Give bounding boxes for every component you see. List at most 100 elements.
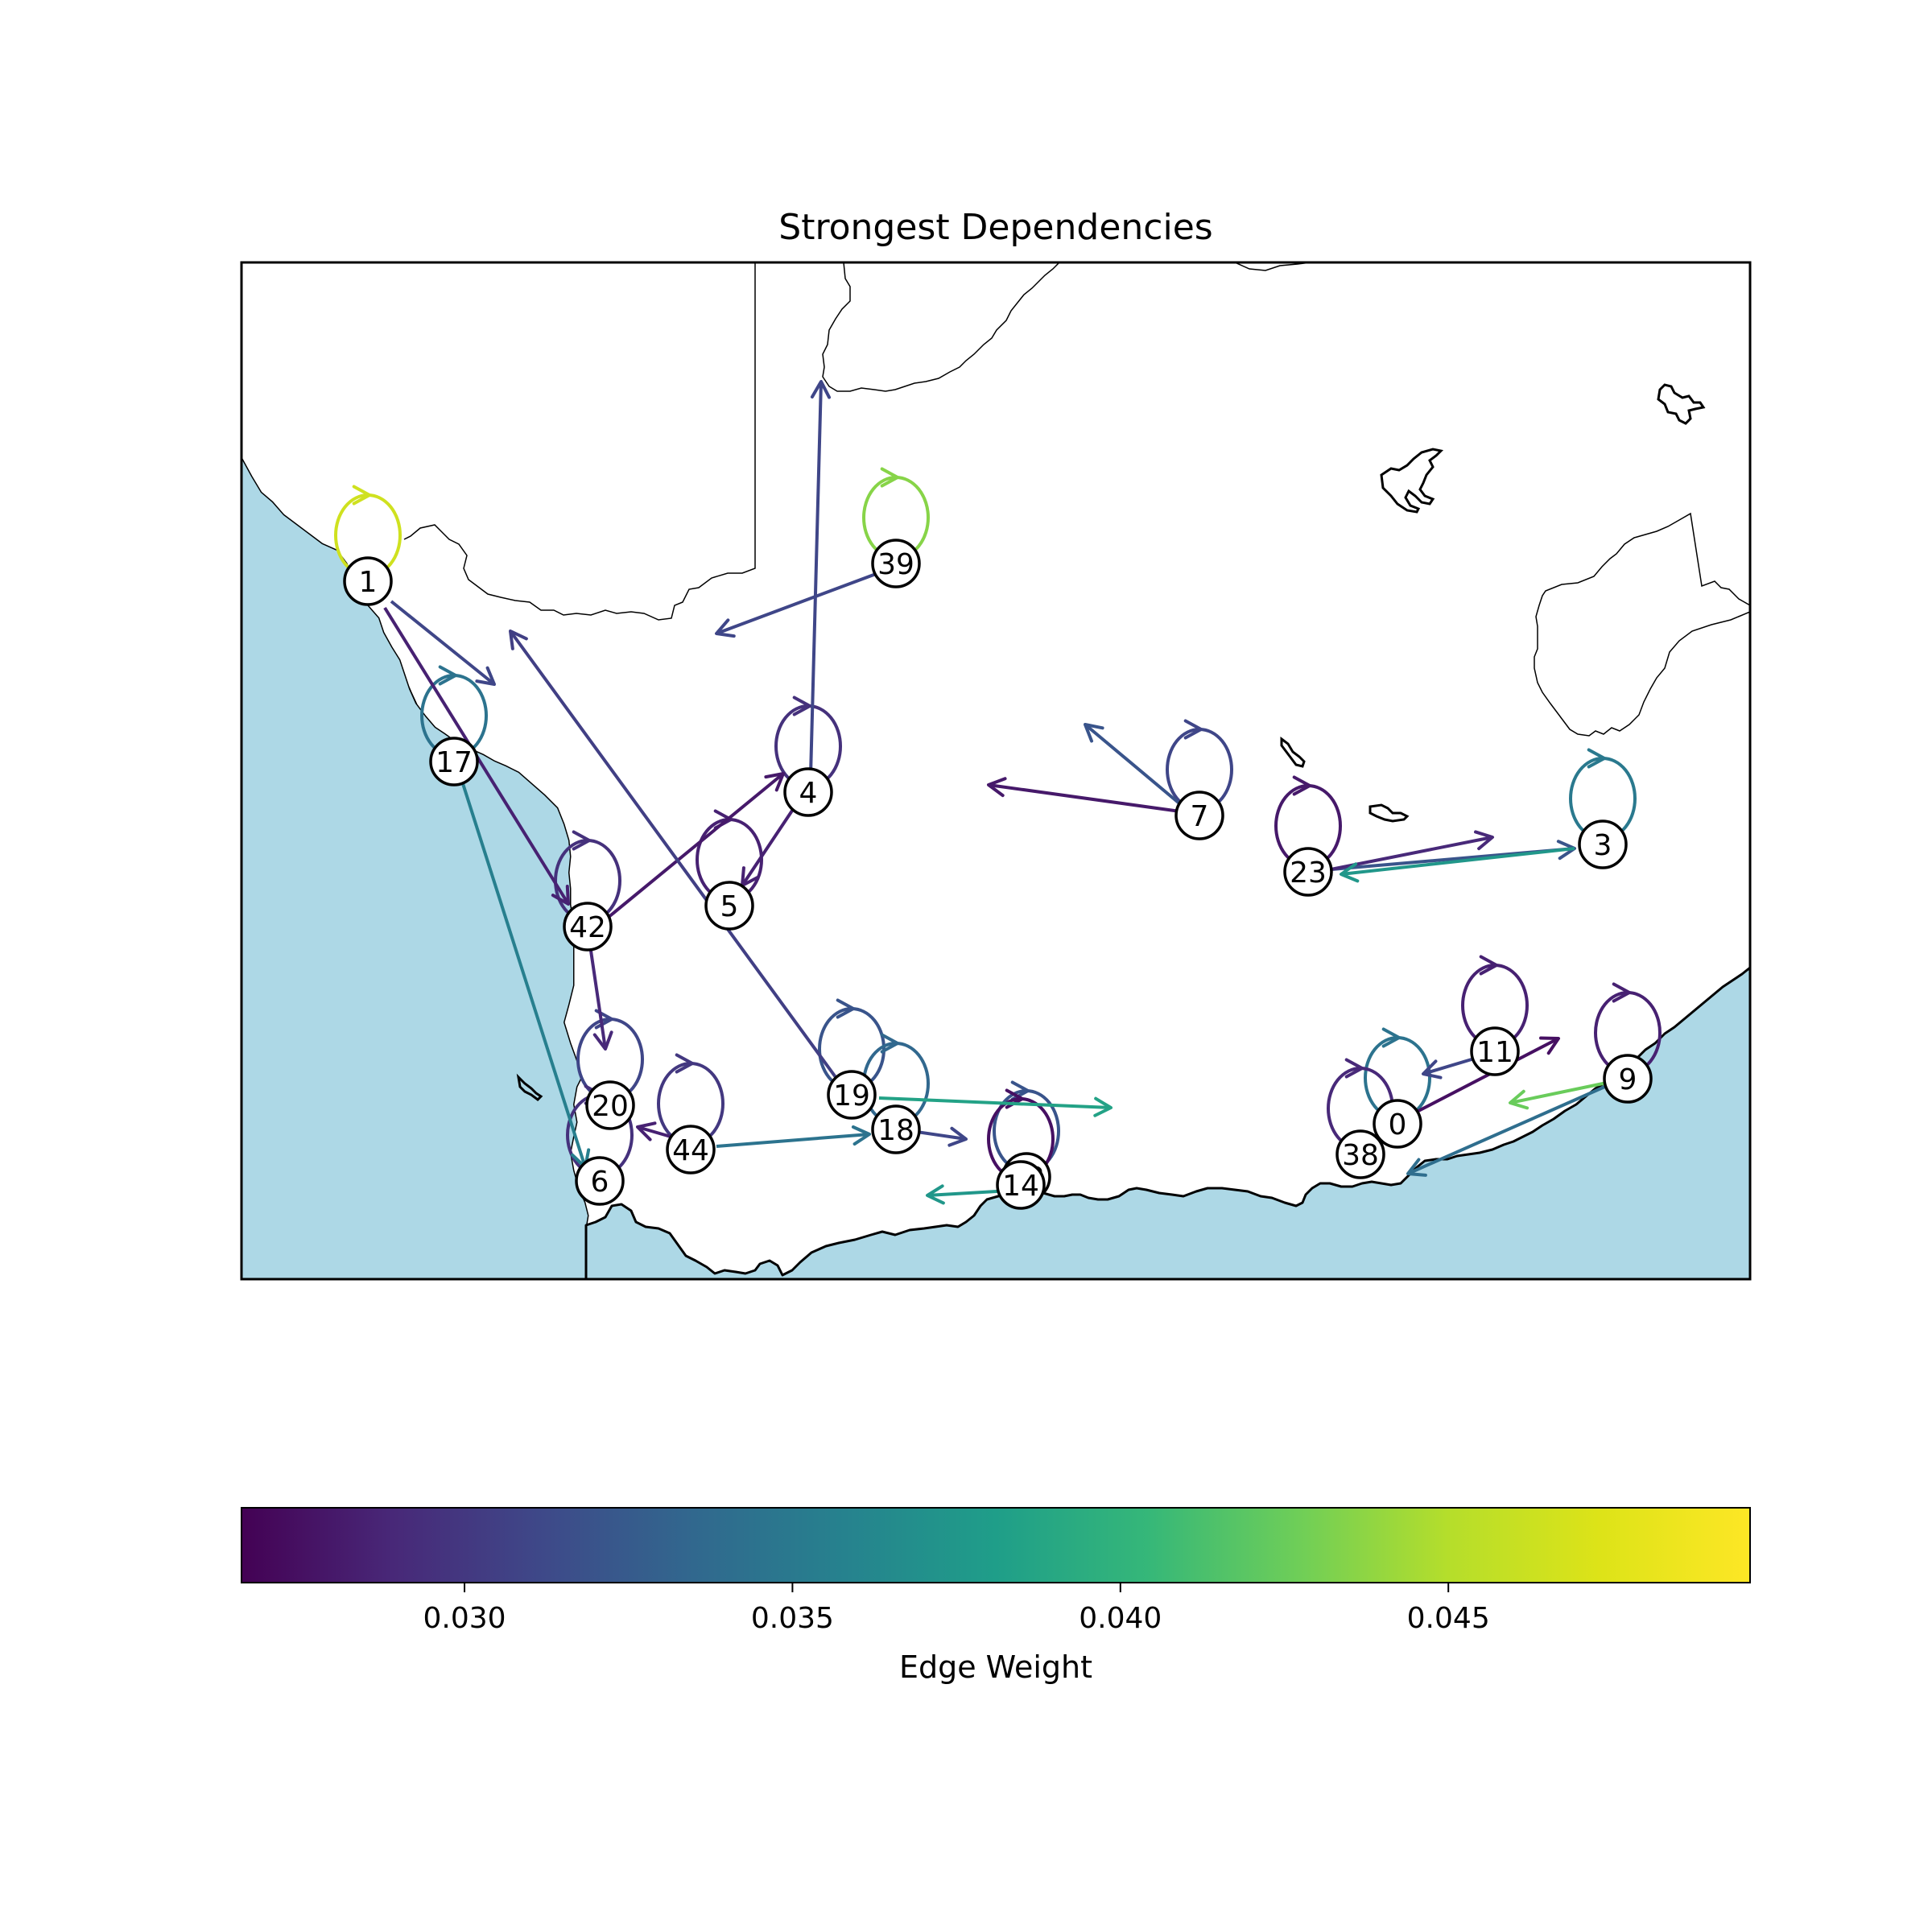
node-6[interactable]: 6 [575,1156,625,1206]
edge-14 [927,1189,1011,1197]
lake-3 [1280,737,1306,768]
node-5[interactable]: 5 [704,881,754,931]
edge-7 [1084,723,1181,805]
node-label: 20 [592,1090,629,1123]
edge-19 [878,1096,1112,1109]
colorbar-gradient [241,1507,1751,1583]
edge-arrowhead [592,1030,613,1051]
node-42[interactable]: 42 [563,902,613,952]
edge-arrowhead [926,1184,945,1205]
edge-arrowhead [636,1121,657,1141]
edge-arrowhead [438,665,457,686]
node-17[interactable]: 17 [429,737,479,786]
edge-19 [509,630,837,1079]
node-label: 11 [1476,1036,1513,1069]
node-circle [1578,819,1628,869]
node-label: 6 [591,1166,609,1199]
colorbar-tick-label: 0.045 [1407,1602,1490,1635]
node-label: 18 [877,1114,914,1147]
node-19[interactable]: 19 [827,1070,877,1120]
node-circle [1470,1026,1520,1076]
edge-1 [390,600,496,686]
colorbar: 0.030 0.035 0.040 0.045 Edge Weight [241,1507,1751,1685]
node-label: 9 [1619,1063,1637,1096]
edge-39-42 [606,772,785,919]
node-label: 1 [359,566,378,599]
node-circle [1373,1099,1422,1149]
node-3[interactable]: 3 [1578,819,1628,869]
node-39[interactable]: 39 [871,539,921,588]
edge-arrowhead [764,772,785,792]
node-20[interactable]: 20 [585,1080,635,1130]
edge-39 [716,572,877,635]
node-circle [871,1104,921,1154]
lake-2 [1657,383,1706,425]
edge-arrowhead [1509,1089,1530,1110]
node-label: 3 [1594,829,1612,862]
edge-arrowhead [880,467,899,488]
edge-arrowhead [880,1033,899,1054]
node-4[interactable]: 4 [783,767,833,817]
node-label: 7 [1191,800,1209,833]
node-0[interactable]: 0 [1373,1099,1422,1149]
lake-5 [516,1073,543,1101]
node-circle [585,1080,635,1130]
edge-arrowhead [1183,719,1203,740]
edge-42-20 [589,950,607,1050]
node-label: 14 [1002,1170,1039,1203]
edge-arrowhead [792,696,811,716]
node-18[interactable]: 18 [871,1104,921,1154]
edge-arrowhead [1093,1096,1113,1117]
edge-3-23 [1340,847,1575,876]
edge-arrowhead [1406,1158,1427,1177]
edge-arrowhead [1381,1027,1401,1048]
botswana-border [822,262,1060,392]
atlantic-ocean-fill [242,459,588,1279]
colorbar-ticks: 0.030 0.035 0.040 0.045 [423,1583,1490,1635]
node-9[interactable]: 9 [1603,1054,1653,1104]
node-circle [1283,847,1333,897]
node-23[interactable]: 23 [1283,847,1333,897]
chart-title: Strongest Dependencies [778,207,1212,248]
node-7[interactable]: 7 [1174,791,1224,840]
edge-9-38 [1407,1084,1609,1175]
edge-arrowhead [1340,862,1360,883]
node-circle [1335,1129,1385,1179]
edge-11-0 [1422,1058,1472,1075]
node-circle [704,881,754,931]
edge-arrowhead [475,666,496,686]
node-11[interactable]: 11 [1470,1026,1520,1076]
edge-7 [988,783,1181,813]
node-circle [783,767,833,817]
edge-arrowhead [1479,955,1498,976]
node-circle [343,556,393,606]
colorbar-tick-label: 0.030 [423,1602,506,1635]
edge-arrowhead [551,885,570,906]
node-label: 17 [436,746,473,779]
node-44[interactable]: 44 [666,1125,716,1174]
edge-arrowhead [1587,748,1606,769]
node-circle [996,1160,1046,1210]
edge-arrowhead [572,830,591,851]
lake-1 [1380,448,1444,514]
node-1[interactable]: 1 [343,556,393,606]
zimbabwe-border [1234,262,1311,271]
mozambique-border [1534,512,1750,737]
edge-9 [1509,1081,1608,1104]
lake-4 [1368,803,1410,823]
node-circle [666,1125,716,1174]
edge-arrowhead [1422,1059,1443,1080]
edge-arrowhead [1292,775,1311,796]
node-label: 4 [799,777,818,810]
node-label: 39 [877,548,914,581]
node-38[interactable]: 38 [1335,1129,1385,1179]
node-14[interactable]: 14 [996,1160,1046,1210]
colorbar-label: Edge Weight [899,1649,1092,1685]
node-label: 42 [569,911,606,944]
node-label: 44 [672,1134,709,1167]
node-circle [1174,791,1224,840]
edge-arrowhead [810,380,832,399]
node-label: 19 [833,1080,870,1113]
node-label: 23 [1290,857,1327,890]
